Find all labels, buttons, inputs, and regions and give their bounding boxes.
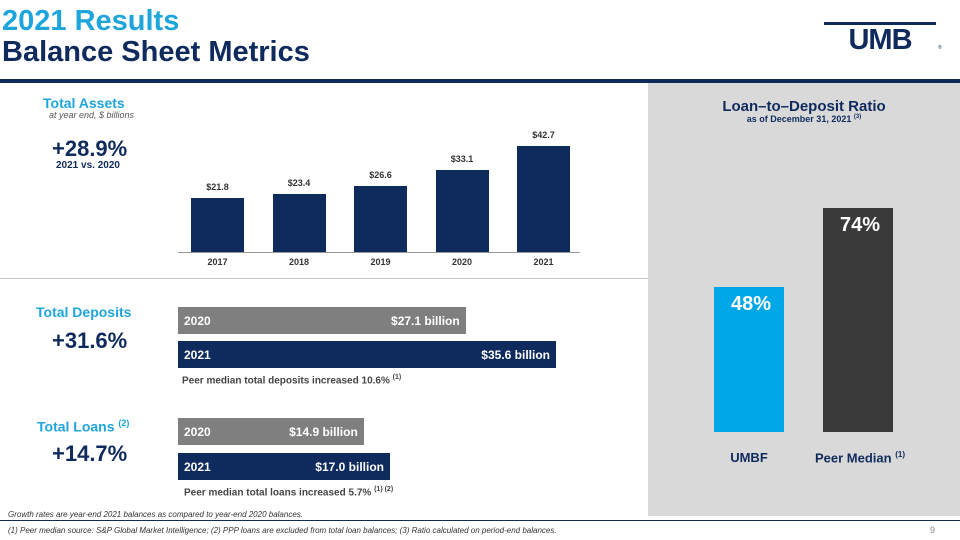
total-deposits-heading: Total Deposits	[36, 304, 132, 320]
loans-bar-2020-year: 2020	[184, 424, 211, 439]
ltd-peer-label: Peer Median (1)	[800, 450, 920, 465]
assets-category-2020: 2020	[451, 257, 473, 267]
ltd-subheading-ref: (3)	[853, 114, 862, 120]
ltd-bar-peer-median	[823, 207, 893, 432]
ltd-umbf-label: UMBF	[730, 450, 768, 465]
total-assets-heading: Total Assets	[43, 95, 125, 111]
ltd-peer-label-text: Peer Median	[815, 450, 892, 466]
footer-rule	[0, 520, 960, 521]
loans-peer-note: Peer median total loans increased 5.7% (…	[184, 486, 393, 498]
ltd-peer-label-ref: (1)	[895, 450, 905, 459]
umb-logo: UMB ®	[824, 22, 942, 52]
section-divider	[0, 278, 648, 279]
loans-peer-note-text: Peer median total loans increased 5.7%	[184, 487, 372, 499]
deposits-bar-2020: 2020 $27.1 billion	[178, 307, 466, 334]
loans-bar-2021-year: 2021	[184, 459, 211, 474]
assets-bar-2018	[272, 193, 326, 252]
ltd-bar-umbf	[714, 286, 784, 432]
total-loans-heading-ref: (2)	[118, 418, 130, 428]
total-assets-subheading: at year end, $ billions	[49, 110, 135, 120]
total-assets-growth: +28.9%	[52, 136, 128, 161]
deposits-bar-2020-year: 2020	[184, 313, 211, 328]
assets-category-2017: 2017	[207, 257, 228, 267]
assets-bar-label-2019: $26.6	[369, 169, 392, 180]
loans-bar-2020: 2020 $14.9 billion	[178, 418, 364, 445]
assets-bar-label-2021: $42.7	[532, 130, 555, 140]
assets-category-2021: 2021	[533, 257, 554, 267]
assets-category-2019: 2019	[370, 257, 391, 267]
assets-bar-2020	[435, 169, 489, 252]
assets-bar-label-2020: $33.1	[450, 153, 474, 164]
deposits-bar-2021-value: $35.6 billion	[481, 347, 550, 362]
title-line-2: Balance Sheet Metrics	[2, 36, 310, 68]
deposits-peer-note-ref: (1)	[392, 374, 402, 381]
svg-text:®: ®	[938, 44, 942, 51]
sources-footnote: (1) Peer median source: S&P Global Marke…	[8, 526, 557, 535]
total-loans-growth: +14.7%	[52, 441, 128, 466]
total-assets-baseline	[178, 252, 580, 253]
ltd-bar-label-umbf: 48%	[730, 292, 772, 315]
growth-footnote: Growth rates are year-end 2021 balances …	[8, 510, 303, 519]
deposits-peer-note-text: Peer median total deposits increased 10.…	[182, 375, 390, 387]
total-loans-heading: Total Loans (2)	[37, 418, 129, 435]
header-rule	[0, 79, 960, 83]
title-line-1: 2021 Results	[2, 5, 180, 37]
assets-bar-2019	[354, 185, 407, 252]
assets-bar-label-2018: $23.4	[287, 177, 311, 188]
ltd-bar-label-peer-median: 74%	[839, 213, 881, 236]
assets-category-2018: 2018	[288, 257, 310, 267]
ltd-subheading: as of December 31, 2021 (3)	[648, 114, 960, 124]
loans-bar-2020-value: $14.9 billion	[289, 424, 358, 439]
loans-bar-2021-value: $17.0 billion	[315, 459, 384, 474]
assets-bar-label-2017: $21.8	[206, 181, 229, 192]
total-deposits-growth: +31.6%	[52, 328, 128, 353]
deposits-bar-2020-value: $27.1 billion	[391, 313, 460, 328]
loans-bar-2021: 2021 $17.0 billion	[178, 453, 390, 480]
page-number: 9	[930, 525, 936, 535]
ltd-panel	[648, 83, 960, 516]
ltd-subheading-text: as of December 31, 2021	[746, 114, 852, 124]
total-assets-growth-note: 2021 vs. 2020	[56, 160, 120, 171]
deposits-bar-2021: 2021 $35.6 billion	[178, 341, 556, 368]
assets-bar-2017	[191, 197, 244, 252]
deposits-peer-note: Peer median total deposits increased 10.…	[182, 374, 401, 386]
total-loans-heading-text: Total Loans	[37, 418, 115, 435]
ltd-heading: Loan–to–Deposit Ratio	[722, 98, 886, 115]
assets-bar-2021	[517, 146, 570, 252]
loans-peer-note-ref: (1) (2)	[374, 486, 394, 493]
page-title: 2021 Results Balance Sheet Metrics	[2, 6, 310, 68]
deposits-bar-2021-year: 2021	[184, 347, 211, 362]
svg-text:UMB: UMB	[848, 24, 911, 52]
